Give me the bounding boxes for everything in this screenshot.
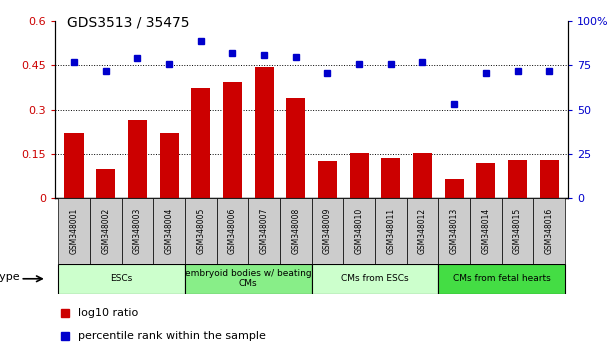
FancyBboxPatch shape	[58, 198, 90, 264]
Text: GSM348002: GSM348002	[101, 208, 110, 254]
FancyBboxPatch shape	[470, 198, 502, 264]
FancyBboxPatch shape	[185, 264, 312, 294]
Text: GSM348008: GSM348008	[291, 208, 300, 254]
Bar	[540, 160, 558, 198]
FancyBboxPatch shape	[280, 198, 312, 264]
Bar	[223, 82, 242, 198]
FancyBboxPatch shape	[58, 264, 185, 294]
Text: CMs from fetal hearts: CMs from fetal hearts	[453, 274, 551, 283]
Text: GSM348004: GSM348004	[164, 208, 174, 254]
FancyBboxPatch shape	[438, 198, 470, 264]
Bar	[445, 179, 464, 198]
Text: percentile rank within the sample: percentile rank within the sample	[78, 331, 266, 342]
FancyBboxPatch shape	[185, 198, 216, 264]
Bar	[128, 120, 147, 198]
Bar	[508, 160, 527, 198]
Text: CMs from ESCs: CMs from ESCs	[341, 274, 409, 283]
Text: GSM348009: GSM348009	[323, 208, 332, 254]
Bar	[65, 133, 84, 198]
FancyBboxPatch shape	[375, 198, 407, 264]
Bar	[349, 153, 368, 198]
FancyBboxPatch shape	[407, 198, 438, 264]
Text: GSM348014: GSM348014	[481, 208, 491, 254]
Text: embryoid bodies w/ beating
CMs: embryoid bodies w/ beating CMs	[185, 269, 312, 289]
Bar	[255, 67, 274, 198]
Text: GSM348013: GSM348013	[450, 208, 459, 254]
Bar	[381, 159, 400, 198]
FancyBboxPatch shape	[312, 198, 343, 264]
FancyBboxPatch shape	[533, 198, 565, 264]
Text: ESCs: ESCs	[111, 274, 133, 283]
Bar	[96, 169, 115, 198]
FancyBboxPatch shape	[312, 264, 438, 294]
Bar	[413, 153, 432, 198]
Bar	[477, 163, 496, 198]
Text: cell type: cell type	[0, 272, 20, 282]
FancyBboxPatch shape	[248, 198, 280, 264]
Text: GDS3513 / 35475: GDS3513 / 35475	[67, 16, 189, 30]
Text: GSM348007: GSM348007	[260, 208, 269, 254]
Text: GSM348012: GSM348012	[418, 208, 427, 254]
Text: GSM348006: GSM348006	[228, 208, 237, 254]
FancyBboxPatch shape	[502, 198, 533, 264]
Text: GSM348010: GSM348010	[354, 208, 364, 254]
FancyBboxPatch shape	[90, 198, 122, 264]
FancyBboxPatch shape	[216, 198, 248, 264]
Text: GSM348015: GSM348015	[513, 208, 522, 254]
Bar	[287, 98, 306, 198]
Text: GSM348016: GSM348016	[545, 208, 554, 254]
Text: GSM348005: GSM348005	[196, 208, 205, 254]
Bar	[191, 88, 210, 198]
FancyBboxPatch shape	[122, 198, 153, 264]
Bar	[318, 161, 337, 198]
FancyBboxPatch shape	[438, 264, 565, 294]
FancyBboxPatch shape	[343, 198, 375, 264]
Text: GSM348003: GSM348003	[133, 208, 142, 254]
Text: GSM348001: GSM348001	[70, 208, 78, 254]
Bar	[159, 133, 178, 198]
Text: log10 ratio: log10 ratio	[78, 308, 138, 318]
Text: GSM348011: GSM348011	[386, 208, 395, 254]
FancyBboxPatch shape	[153, 198, 185, 264]
